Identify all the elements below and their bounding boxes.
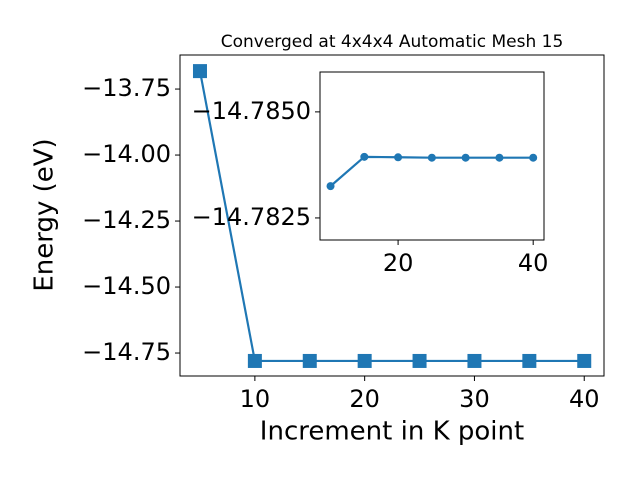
series-line (198, 70, 585, 363)
x-tick-label: 20 (383, 249, 414, 277)
marker (467, 353, 482, 368)
marker (394, 153, 403, 162)
y-tick-label: −13.75 (82, 74, 171, 102)
marker (461, 153, 470, 162)
y-axis-label: Energy (eV) (30, 138, 60, 291)
x-tick-label: 40 (569, 385, 600, 413)
marker (302, 353, 317, 368)
chart-title: Converged at 4x4x4 Automatic Mesh 15 (221, 32, 564, 52)
marker (412, 353, 427, 368)
x-tick-label: 40 (518, 249, 549, 277)
y-tick-label: −14.25 (82, 206, 171, 234)
y-tick-label: −14.00 (82, 140, 171, 168)
marker (357, 353, 372, 368)
y-tick-label: −14.7850 (192, 97, 311, 125)
y-tick-label: −14.50 (82, 272, 171, 300)
marker (192, 64, 207, 79)
y-tick-label: −14.7825 (192, 203, 311, 231)
x-tick-label: 20 (349, 385, 380, 413)
marker (326, 182, 335, 191)
marker (360, 152, 369, 161)
marker (427, 153, 436, 162)
marker (495, 153, 504, 162)
marker (529, 153, 538, 162)
x-tick-label: 30 (459, 385, 490, 413)
marker (522, 353, 537, 368)
x-tick-label: 10 (240, 385, 271, 413)
marker (247, 353, 262, 368)
marker (577, 353, 592, 368)
x-axis-label: Increment in K point (260, 417, 524, 447)
y-tick-label: −14.75 (82, 338, 171, 366)
